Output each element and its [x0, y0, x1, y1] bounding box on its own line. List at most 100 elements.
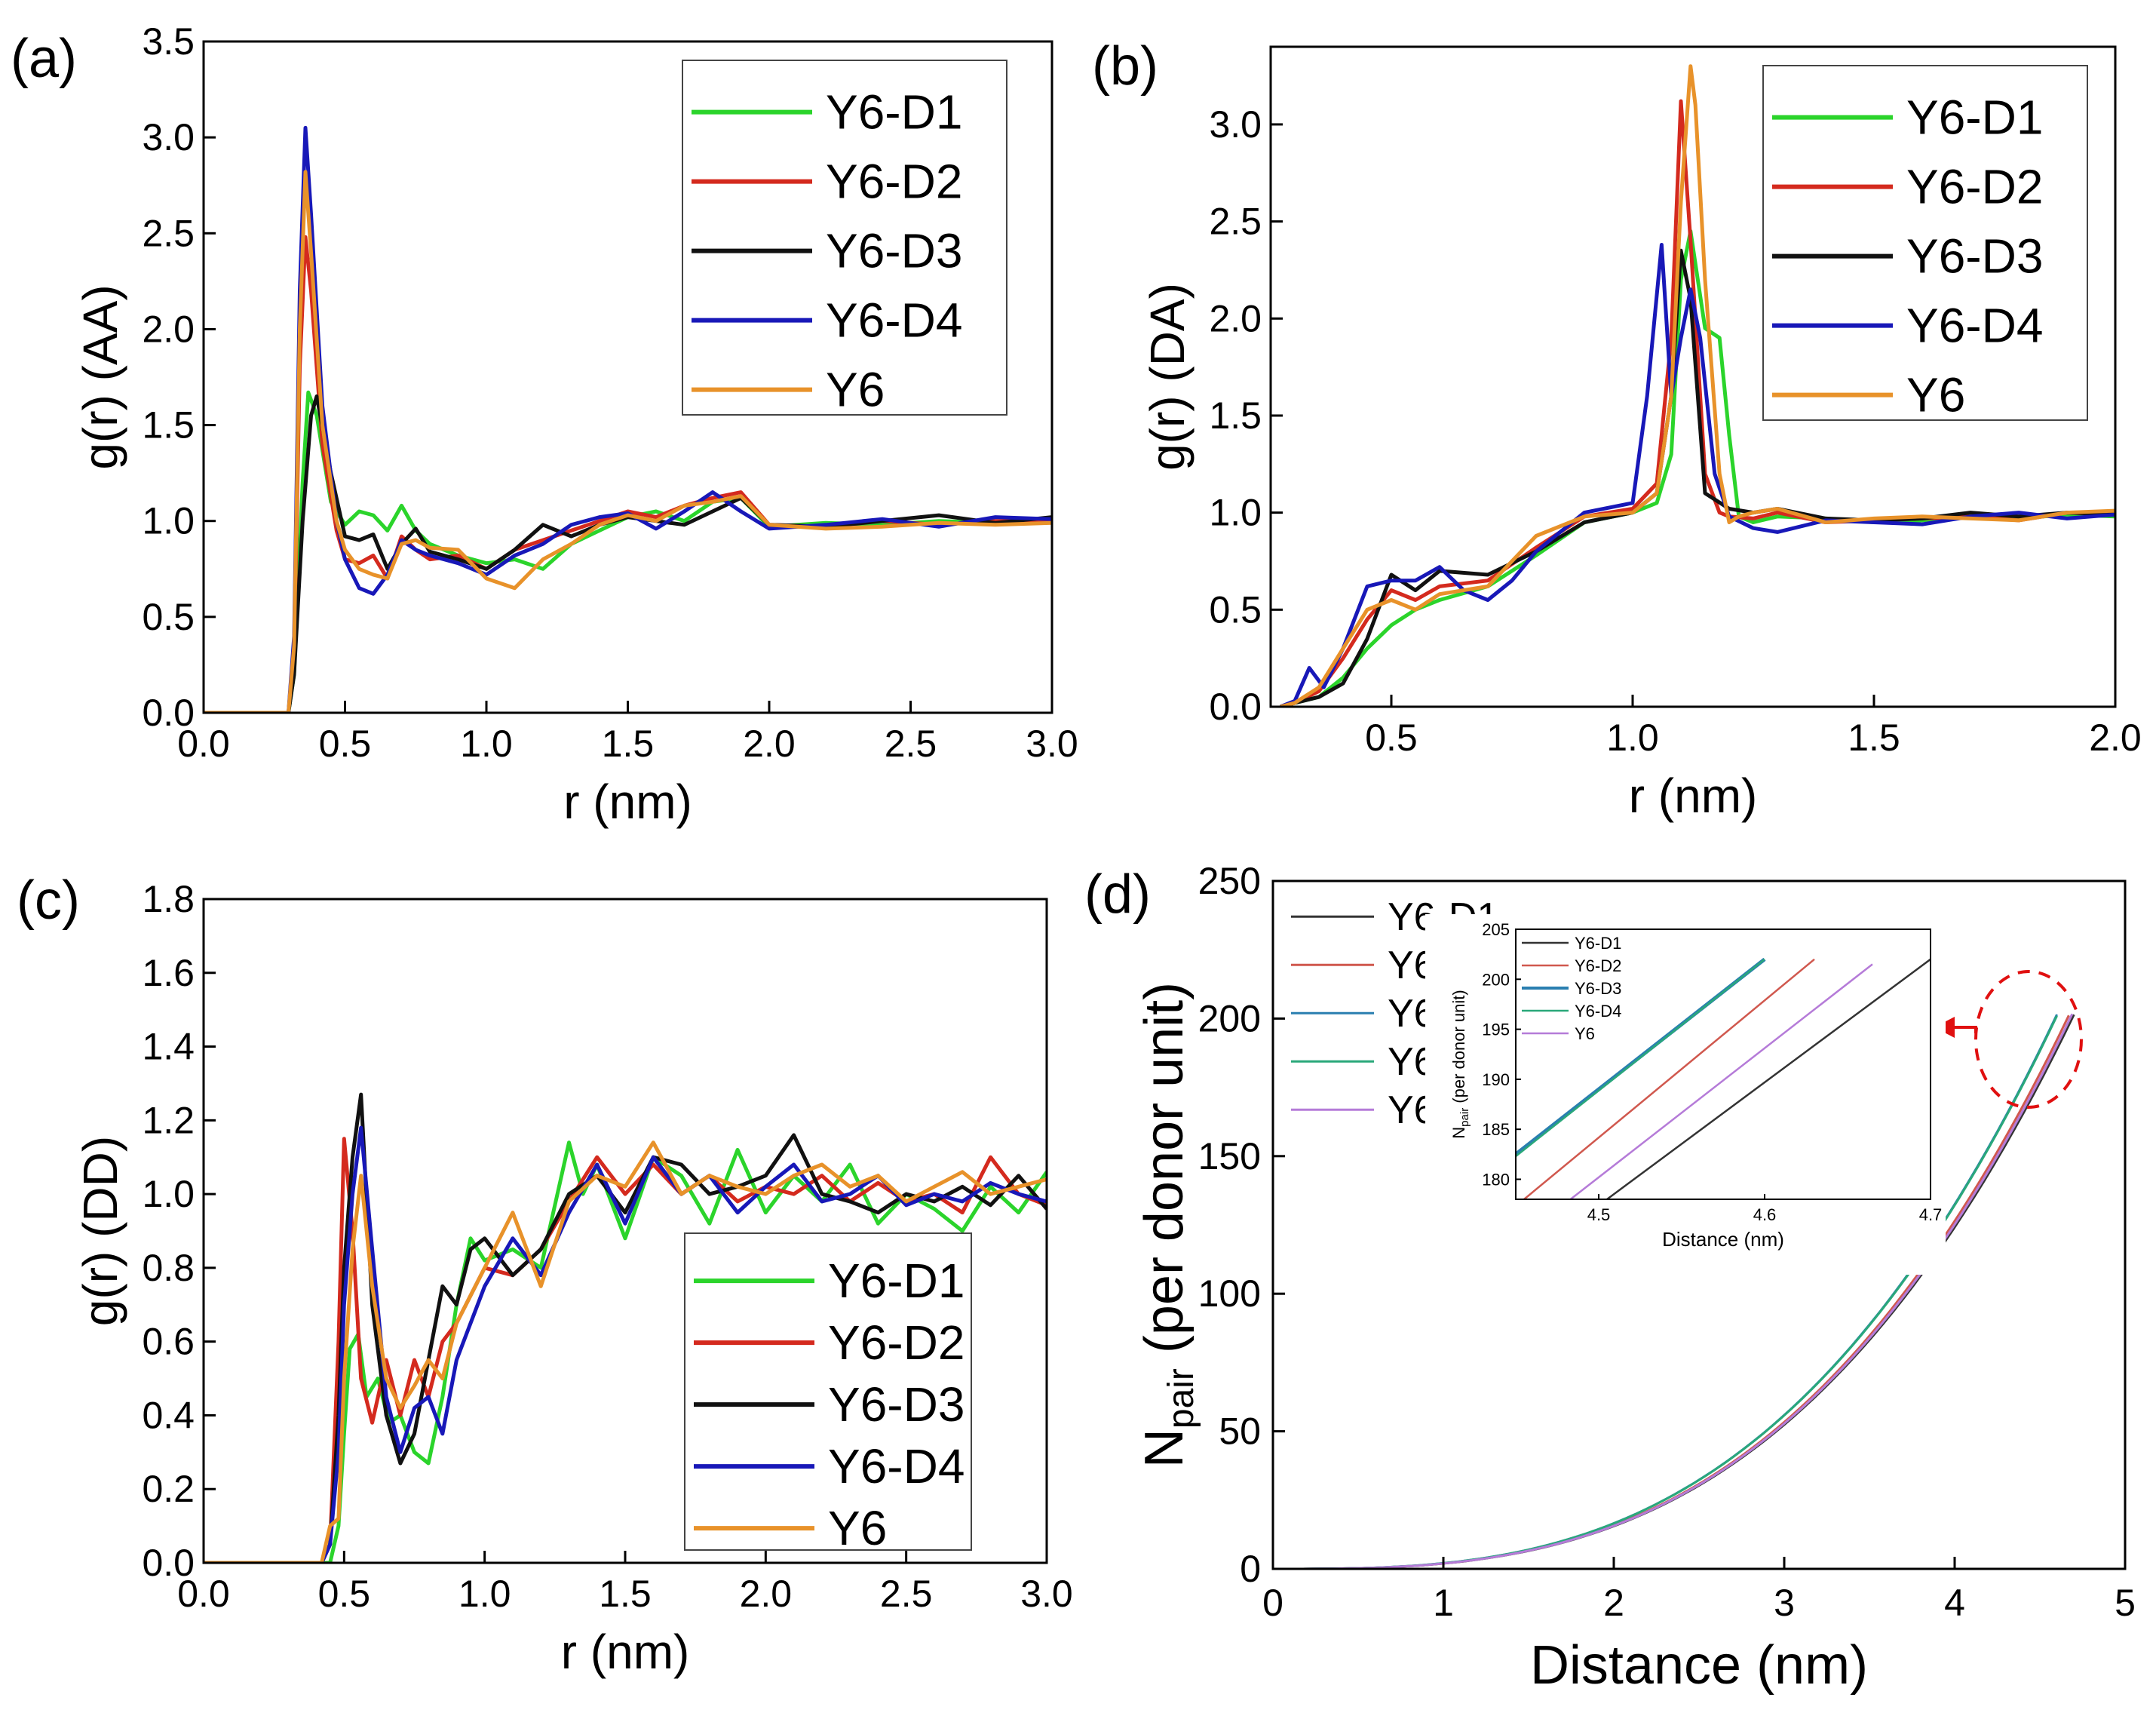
x-tick-label: 1 — [1433, 1582, 1454, 1624]
y-tick-label: 195 — [1482, 1021, 1510, 1039]
panel-a-aa-rdf: 0.0 0.5 1.0 1.5 2.0 2.5 3.0 0.0 0.5 1.0 1.5 2.0 2.5 3… — [73, 20, 1078, 829]
x-tick-label: 3 — [1774, 1582, 1795, 1624]
series-line-y6-d3 — [204, 1092, 1047, 1563]
y-axis-label: g(r) (DD) — [73, 1136, 127, 1326]
y-tick-label: 0.8 — [142, 1247, 195, 1289]
inset-legend-label: Y6 — [1575, 1024, 1595, 1043]
inset-legend: Y6-D1 Y6-D2 Y6-D3 Y6-D4 Y6 — [1522, 934, 1621, 1043]
x-axis-label: Distance (nm) — [1530, 1635, 1868, 1696]
x-tick-label: 1.5 — [599, 1573, 652, 1615]
panel-label-d: (d) — [1084, 864, 1151, 925]
series-line-y6-d3 — [204, 394, 1052, 713]
legend: Y6-D1 Y6-D2 Y6-D3 Y6-D4 Y6 — [1762, 65, 2088, 422]
plot-frame — [1515, 928, 1931, 1200]
y-tick-label: 250 — [1198, 860, 1261, 902]
x-tick-label: 0.0 — [177, 1573, 230, 1615]
inset-legend-label: Y6-D1 — [1575, 934, 1621, 953]
legend: Y6-D1 Y6-D2 Y6-D3 Y6-D4 Y6 — [682, 60, 1007, 417]
y-tick-label: 0.0 — [142, 1542, 195, 1584]
y-tick-label: 205 — [1482, 920, 1510, 939]
legend: Y6-D1 Y6-D2 Y6-D3 Y6-D4 Y6 — [684, 1232, 972, 1555]
panel-c-dd-rdf: 0.0 0.5 1.0 1.5 2.0 2.5 3.0 0.0 0.2 0.4 0.6 0.8 1.0 1… — [73, 878, 1073, 1679]
inset-legend-label: Y6-D2 — [1575, 956, 1621, 975]
x-tick-label: 4.6 — [1753, 1205, 1777, 1224]
series-line-y6-d4 — [204, 125, 1052, 713]
y-tick-label: 0 — [1240, 1548, 1261, 1590]
y-tick-label: 2.5 — [1209, 201, 1262, 243]
y-tick-label: 200 — [1482, 970, 1510, 989]
highlight-ellipse — [1974, 970, 2083, 1109]
inset-line-y6-d2 — [1523, 958, 1815, 1199]
inset-legend-label: Y6-D3 — [1575, 979, 1621, 998]
series-line-y6 — [1280, 64, 2115, 707]
panel-label-c: (c) — [17, 870, 80, 931]
y-tick-label: 0.5 — [142, 596, 195, 638]
y-tick-label: 2.0 — [142, 308, 195, 350]
x-tick-label: 3.0 — [1020, 1573, 1073, 1615]
y-tick-label: 1.8 — [142, 878, 195, 920]
x-axis-label: r (nm) — [561, 1625, 690, 1679]
x-tick-label: 1.5 — [602, 723, 655, 765]
inset-legend-label: Y6-D4 — [1575, 1002, 1621, 1021]
x-tick-label: 1.5 — [1848, 717, 1900, 759]
series-line-y6 — [204, 170, 1052, 713]
legend-label: Y6-D1 — [1906, 91, 2043, 145]
inset-line-y6-d1 — [1606, 958, 1931, 1199]
series-line-y6-d4 — [1279, 243, 2115, 707]
y-tick-label: 1.6 — [142, 952, 195, 994]
y-tick-label: 185 — [1482, 1120, 1510, 1139]
legend-label: Y6-D4 — [1906, 299, 2043, 353]
x-tick-label: 2.5 — [880, 1573, 933, 1615]
legend-label: Y6-D2 — [1906, 160, 2043, 214]
y-tick-label: 0.6 — [142, 1321, 195, 1363]
inset-plot: 4.5 4.6 4.7 180 185 190 195 200 205 Distance (nm)… — [1425, 914, 1946, 1275]
x-tick-label: 0.5 — [1365, 717, 1418, 759]
inset-series-group — [1516, 957, 1931, 1199]
x-tick-label: 0 — [1262, 1582, 1283, 1624]
legend-label: Y6-D4 — [826, 293, 962, 348]
legend-label: Y6-D3 — [826, 224, 962, 278]
x-tick-label: 4.5 — [1587, 1205, 1611, 1224]
y-tick-label: 1.0 — [142, 1173, 195, 1215]
series-line-y6 — [204, 1140, 1047, 1563]
x-axis-label: r (nm) — [1629, 769, 1758, 823]
x-tick-label: 4 — [1944, 1582, 1965, 1624]
legend-label: Y6 — [1906, 368, 1965, 422]
x-tick-label: 2.5 — [885, 723, 937, 765]
panel-label-b: (b) — [1092, 36, 1158, 97]
legend-label: Y6-D3 — [828, 1377, 965, 1432]
y-tick-label: 0.4 — [142, 1394, 195, 1436]
x-tick-label: 5 — [2115, 1582, 2136, 1624]
inset-line-y6 — [1569, 963, 1873, 1199]
highlight-arrow-line — [1953, 1026, 1977, 1029]
y-tick-label: 3.0 — [142, 116, 195, 158]
x-tick-label: 3.0 — [1026, 723, 1078, 765]
x-tick-label: 2.0 — [740, 1573, 793, 1615]
y-tick-label: 50 — [1219, 1410, 1261, 1453]
x-tick-label: 4.7 — [1919, 1205, 1943, 1224]
legend-frame — [684, 1232, 972, 1551]
y-tick-label: 2.0 — [1209, 297, 1262, 339]
y-tick-label: 180 — [1482, 1170, 1510, 1189]
x-tick-label: 2.0 — [2089, 717, 2142, 759]
plot-frame — [1269, 45, 2117, 708]
x-tick-label: 2 — [1603, 1582, 1624, 1624]
x-tick-label: 1.0 — [1606, 717, 1659, 759]
y-tick-label: 3.5 — [142, 20, 195, 63]
y-tick-label: 1.5 — [1209, 394, 1262, 437]
y-tick-label: 0.0 — [1209, 686, 1262, 728]
legend-frame — [1762, 65, 2088, 421]
y-tick-label: 1.2 — [142, 1099, 195, 1141]
series-group — [1279, 64, 2115, 707]
series-line-y6-d1 — [204, 390, 1052, 713]
y-tick-label: 150 — [1198, 1135, 1261, 1177]
x-tick-label: 0.0 — [177, 723, 230, 765]
x-tick-label: 0.5 — [318, 1573, 371, 1615]
plot-frame — [1271, 879, 2127, 1570]
y-tick-label: 0.5 — [1209, 588, 1262, 631]
x-tick-label: 1.0 — [460, 723, 513, 765]
y-tick-label: 0.2 — [142, 1468, 195, 1510]
legend-label: Y6 — [828, 1501, 887, 1555]
